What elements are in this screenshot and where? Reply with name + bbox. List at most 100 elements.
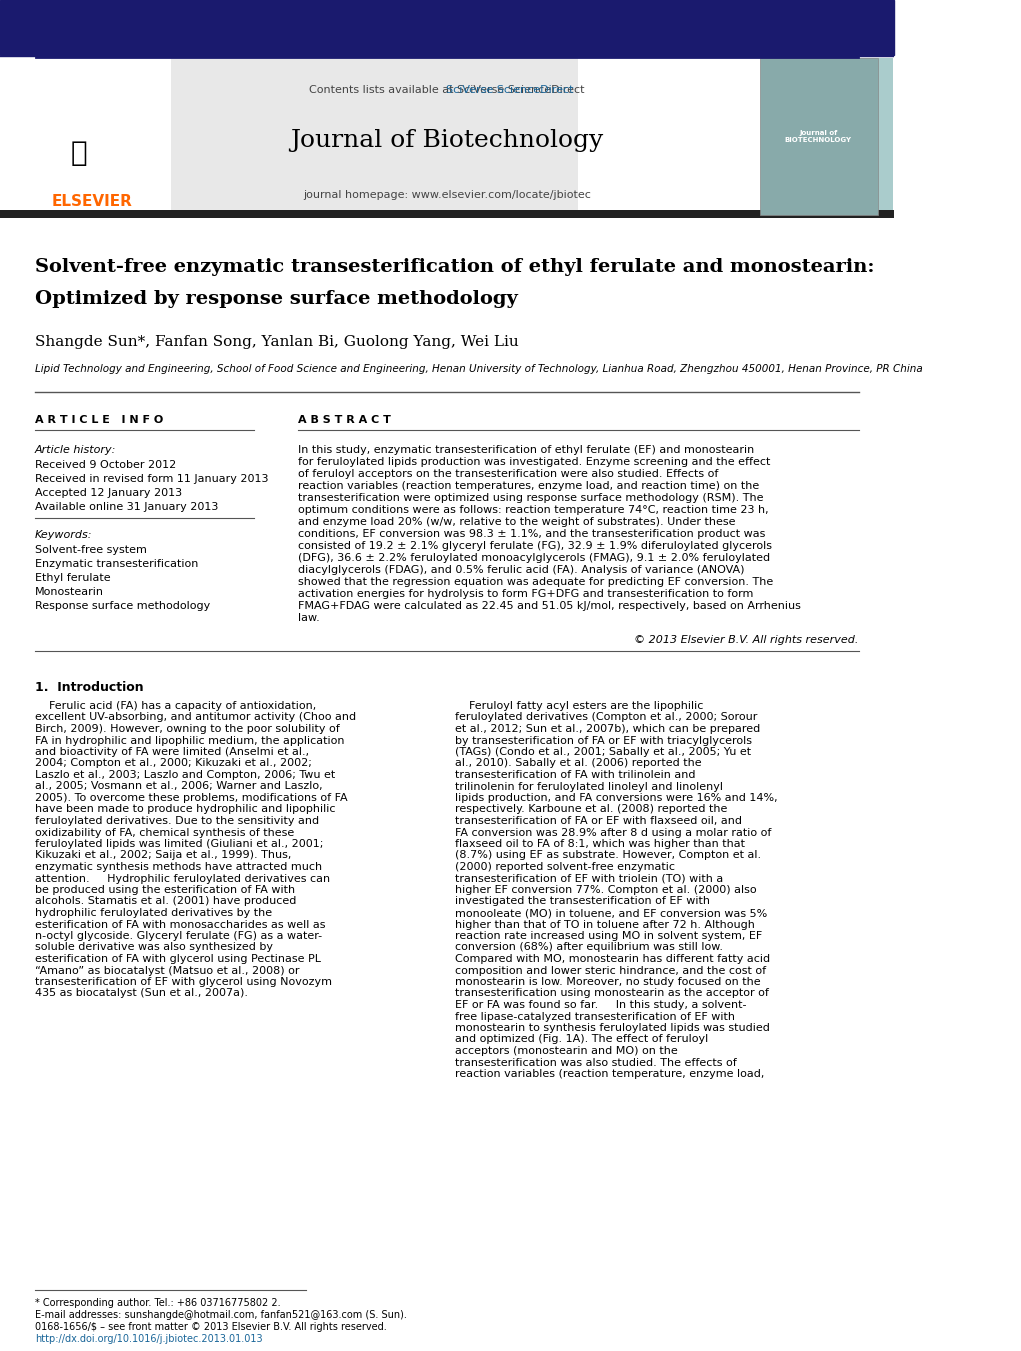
Text: n-octyl glycoside. Glyceryl ferulate (FG) as a water-: n-octyl glycoside. Glyceryl ferulate (FG… [35, 931, 323, 942]
Bar [762, 58, 892, 215]
Text: FA in hydrophilic and lipophilic medium, the application: FA in hydrophilic and lipophilic medium,… [35, 735, 344, 746]
Bar [171, 58, 578, 215]
Text: (TAGs) (Condo et al., 2001; Sabally et al., 2005; Yu et: (TAGs) (Condo et al., 2001; Sabally et a… [455, 747, 751, 757]
Text: trilinolenin for feruloylated linoleyl and linolenyl: trilinolenin for feruloylated linoleyl a… [455, 781, 723, 792]
Text: oxidizability of FA, chemical synthesis of these: oxidizability of FA, chemical synthesis … [35, 828, 294, 838]
Text: reaction variables (reaction temperatures, enzyme load, and reaction time) on th: reaction variables (reaction temperature… [297, 481, 759, 490]
Text: FMAG+FDAG were calculated as 22.45 and 51.05 kJ/mol, respectively, based on Arrh: FMAG+FDAG were calculated as 22.45 and 5… [297, 601, 800, 611]
Text: Article history:: Article history: [35, 444, 116, 455]
Text: 1.  Introduction: 1. Introduction [35, 681, 144, 694]
Text: Monostearin: Monostearin [35, 586, 104, 597]
Bar [0, 209, 893, 218]
Text: transesterification of EF with triolein (TO) with a: transesterification of EF with triolein … [455, 874, 723, 884]
Text: higher EF conversion 77%. Compton et al. (2000) also: higher EF conversion 77%. Compton et al.… [455, 885, 757, 894]
Text: Feruloyl fatty acyl esters are the lipophilic: Feruloyl fatty acyl esters are the lipop… [455, 701, 703, 711]
Text: A R T I C L E   I N F O: A R T I C L E I N F O [35, 415, 163, 426]
Text: Contents lists available at SciVerse ScienceDirect: Contents lists available at SciVerse Sci… [309, 85, 584, 95]
Text: excellent UV-absorbing, and antitumor activity (Choo and: excellent UV-absorbing, and antitumor ac… [35, 712, 356, 723]
Text: Journal of
BIOTECHNOLOGY: Journal of BIOTECHNOLOGY [785, 131, 852, 143]
Text: E-mail addresses: sunshangde@hotmail.com, fanfan521@163.com (S. Sun).: E-mail addresses: sunshangde@hotmail.com… [35, 1310, 407, 1320]
Text: (8.7%) using EF as substrate. However, Compton et al.: (8.7%) using EF as substrate. However, C… [455, 851, 762, 861]
Text: © 2013 Elsevier B.V. All rights reserved.: © 2013 Elsevier B.V. All rights reserved… [634, 635, 859, 644]
Text: diacylglycerols (FDAG), and 0.5% ferulic acid (FA). Analysis of variance (ANOVA): diacylglycerols (FDAG), and 0.5% ferulic… [297, 565, 744, 576]
Text: Ethyl ferulate: Ethyl ferulate [35, 573, 110, 584]
Text: by transesterification of FA or EF with triacylglycerols: by transesterification of FA or EF with … [455, 735, 752, 746]
Text: feruloylated lipids was limited (Giuliani et al., 2001;: feruloylated lipids was limited (Giulian… [35, 839, 324, 848]
Text: al., 2010). Sabally et al. (2006) reported the: al., 2010). Sabally et al. (2006) report… [455, 758, 701, 769]
Text: 2004; Compton et al., 2000; Kikuzaki et al., 2002;: 2004; Compton et al., 2000; Kikuzaki et … [35, 758, 311, 769]
Text: respectively. Karboune et al. (2008) reported the: respectively. Karboune et al. (2008) rep… [455, 804, 727, 815]
Text: higher than that of TO in toluene after 72 h. Although: higher than that of TO in toluene after … [455, 920, 755, 929]
Text: Optimized by response surface methodology: Optimized by response surface methodolog… [35, 290, 518, 308]
Text: EF or FA was found so far.     In this study, a solvent-: EF or FA was found so far. In this study… [455, 1000, 746, 1011]
Text: for feruloylated lipids production was investigated. Enzyme screening and the ef: for feruloylated lipids production was i… [297, 457, 770, 467]
Text: monostearin to synthesis feruloylated lipids was studied: monostearin to synthesis feruloylated li… [455, 1023, 770, 1034]
Text: conversion (68%) after equilibrium was still low.: conversion (68%) after equilibrium was s… [455, 943, 723, 952]
Text: ELSEVIER: ELSEVIER [51, 195, 133, 209]
Text: transesterification of FA or EF with flaxseed oil, and: transesterification of FA or EF with fla… [455, 816, 742, 825]
Text: Journal of Biotechnology 164 (2012) 340–345: Journal of Biotechnology 164 (2012) 340–… [336, 35, 557, 45]
Text: Birch, 2009). However, owning to the poor solubility of: Birch, 2009). However, owning to the poo… [35, 724, 340, 734]
Text: and optimized (Fig. 1A). The effect of feruloyl: and optimized (Fig. 1A). The effect of f… [455, 1035, 709, 1044]
Text: activation energies for hydrolysis to form FG+DFG and transesterification to for: activation energies for hydrolysis to fo… [297, 589, 752, 598]
Text: soluble derivative was also synthesized by: soluble derivative was also synthesized … [35, 943, 273, 952]
Text: (DFG), 36.6 ± 2.2% feruloylated monoacylglycerols (FMAG), 9.1 ± 2.0% feruloylate: (DFG), 36.6 ± 2.2% feruloylated monoacyl… [297, 553, 770, 563]
Text: reaction variables (reaction temperature, enzyme load,: reaction variables (reaction temperature… [455, 1069, 765, 1079]
Text: Kikuzaki et al., 2002; Saija et al., 1999). Thus,: Kikuzaki et al., 2002; Saija et al., 199… [35, 851, 291, 861]
Text: optimum conditions were as follows: reaction temperature 74°C, reaction time 23 : optimum conditions were as follows: reac… [297, 505, 768, 515]
Text: 435 as biocatalyst (Sun et al., 2007a).: 435 as biocatalyst (Sun et al., 2007a). [35, 989, 248, 998]
Text: monostearin is low. Moreover, no study focused on the: monostearin is low. Moreover, no study f… [455, 977, 761, 988]
Text: monooleate (MO) in toluene, and EF conversion was 5%: monooleate (MO) in toluene, and EF conve… [455, 908, 768, 917]
Text: transesterification was also studied. The effects of: transesterification was also studied. Th… [455, 1058, 737, 1067]
Text: lipids production, and FA conversions were 16% and 14%,: lipids production, and FA conversions we… [455, 793, 778, 802]
Bar [0, 0, 893, 55]
Text: feruloylated derivatives (Compton et al., 2000; Sorour: feruloylated derivatives (Compton et al.… [455, 712, 758, 723]
Text: and enzyme load 20% (w/w, relative to the weight of substrates). Under these: and enzyme load 20% (w/w, relative to th… [297, 517, 735, 527]
Text: journal homepage: www.elsevier.com/locate/jbiotec: journal homepage: www.elsevier.com/locat… [303, 190, 591, 200]
Text: Response surface methodology: Response surface methodology [35, 601, 210, 611]
Text: reaction rate increased using MO in solvent system, EF: reaction rate increased using MO in solv… [455, 931, 763, 942]
Text: and bioactivity of FA were limited (Anselmi et al.,: and bioactivity of FA were limited (Anse… [35, 747, 309, 757]
Text: “Amano” as biocatalyst (Matsuo et al., 2008) or: “Amano” as biocatalyst (Matsuo et al., 2… [35, 966, 299, 975]
Text: transesterification using monostearin as the acceptor of: transesterification using monostearin as… [455, 989, 769, 998]
Text: showed that the regression equation was adequate for predicting EF conversion. T: showed that the regression equation was … [297, 577, 773, 586]
Text: transesterification of EF with glycerol using Novozym: transesterification of EF with glycerol … [35, 977, 332, 988]
Text: Enzymatic transesterification: Enzymatic transesterification [35, 559, 198, 569]
Text: composition and lower steric hindrance, and the cost of: composition and lower steric hindrance, … [455, 966, 766, 975]
Text: Laszlo et al., 2003; Laszlo and Compton, 2006; Twu et: Laszlo et al., 2003; Laszlo and Compton,… [35, 770, 335, 780]
Bar [760, 58, 878, 215]
Text: (2000) reported solvent-free enzymatic: (2000) reported solvent-free enzymatic [455, 862, 675, 871]
Text: free lipase-catalyzed transesterification of EF with: free lipase-catalyzed transesterificatio… [455, 1012, 735, 1021]
Bar [9, 58, 166, 215]
Text: In this study, enzymatic transesterification of ethyl ferulate (EF) and monostea: In this study, enzymatic transesterifica… [297, 444, 753, 455]
Text: Received 9 October 2012: Received 9 October 2012 [35, 459, 177, 470]
Text: consisted of 19.2 ± 2.1% glyceryl ferulate (FG), 32.9 ± 1.9% diferuloylated glyc: consisted of 19.2 ± 2.1% glyceryl ferula… [297, 540, 772, 551]
Text: Received in revised form 11 January 2013: Received in revised form 11 January 2013 [35, 474, 269, 484]
Text: Lipid Technology and Engineering, School of Food Science and Engineering, Henan : Lipid Technology and Engineering, School… [35, 363, 923, 374]
Text: conditions, EF conversion was 98.3 ± 1.1%, and the transesterification product w: conditions, EF conversion was 98.3 ± 1.1… [297, 530, 765, 539]
Text: Keywords:: Keywords: [35, 530, 93, 540]
Text: of feruloyl acceptors on the transesterification were also studied. Effects of: of feruloyl acceptors on the transesteri… [297, 469, 718, 480]
Text: esterification of FA with monosaccharides as well as: esterification of FA with monosaccharide… [35, 920, 326, 929]
Text: Available online 31 January 2013: Available online 31 January 2013 [35, 503, 218, 512]
Text: Shangde Sun*, Fanfan Song, Yanlan Bi, Guolong Yang, Wei Liu: Shangde Sun*, Fanfan Song, Yanlan Bi, Gu… [35, 335, 519, 349]
Text: esterification of FA with glycerol using Pectinase PL: esterification of FA with glycerol using… [35, 954, 321, 965]
Text: flaxseed oil to FA of 8:1, which was higher than that: flaxseed oil to FA of 8:1, which was hig… [455, 839, 745, 848]
Text: 0168-1656/$ – see front matter © 2013 Elsevier B.V. All rights reserved.: 0168-1656/$ – see front matter © 2013 El… [35, 1323, 387, 1332]
Text: Compared with MO, monostearin has different fatty acid: Compared with MO, monostearin has differ… [455, 954, 770, 965]
Text: transesterification of FA with trilinolein and: transesterification of FA with trilinole… [455, 770, 695, 780]
Text: al., 2005; Vosmann et al., 2006; Warner and Laszlo,: al., 2005; Vosmann et al., 2006; Warner … [35, 781, 323, 792]
Text: 🌳: 🌳 [70, 139, 87, 168]
Text: attention.     Hydrophilic feruloylated derivatives can: attention. Hydrophilic feruloylated deri… [35, 874, 330, 884]
Text: SciVerse ScienceDirect: SciVerse ScienceDirect [320, 85, 574, 95]
Text: Journal of Biotechnology: Journal of Biotechnology [290, 128, 603, 151]
Text: http://dx.doi.org/10.1016/j.jbiotec.2013.01.013: http://dx.doi.org/10.1016/j.jbiotec.2013… [35, 1333, 262, 1344]
Text: law.: law. [297, 613, 320, 623]
Text: investigated the transesterification of EF with: investigated the transesterification of … [455, 897, 710, 907]
Text: Ferulic acid (FA) has a capacity of antioxidation,: Ferulic acid (FA) has a capacity of anti… [35, 701, 317, 711]
Text: FA conversion was 28.9% after 8 d using a molar ratio of: FA conversion was 28.9% after 8 d using … [455, 828, 772, 838]
Text: et al., 2012; Sun et al., 2007b), which can be prepared: et al., 2012; Sun et al., 2007b), which … [455, 724, 761, 734]
Text: acceptors (monostearin and MO) on the: acceptors (monostearin and MO) on the [455, 1046, 678, 1056]
Text: transesterification were optimized using response surface methodology (RSM). The: transesterification were optimized using… [297, 493, 763, 503]
Text: 2005). To overcome these problems, modifications of FA: 2005). To overcome these problems, modif… [35, 793, 347, 802]
